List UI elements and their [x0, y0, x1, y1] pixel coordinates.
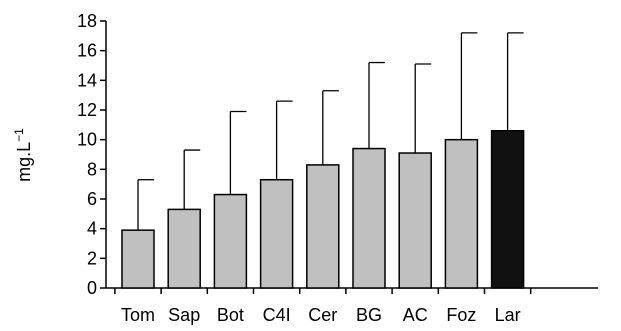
y-axis-title-exponent: −1	[12, 128, 26, 142]
y-tick-label: 2	[87, 248, 97, 268]
bar-c4i	[259, 178, 294, 289]
x-ticks	[114, 288, 532, 294]
bar-foz	[444, 138, 479, 289]
bars	[121, 130, 525, 289]
x-tick-label: Tom	[121, 305, 155, 325]
x-tick-label: Lar	[495, 305, 521, 325]
y-tick-label: 16	[77, 41, 97, 61]
y-tick-label: 18	[77, 11, 97, 31]
x-tick-label: C4I	[263, 305, 291, 325]
x-tick-label: Sap	[168, 305, 200, 325]
y-tick-label: 14	[77, 70, 97, 90]
bar-tom	[121, 229, 155, 289]
y-tick-label: 10	[77, 130, 97, 150]
x-tick-label: Cer	[308, 305, 337, 325]
y-tick-label: 6	[87, 189, 97, 209]
bar-bg	[352, 147, 386, 289]
y-axis-title-unit: mg.L	[14, 142, 34, 182]
y-tick-label: 12	[77, 100, 97, 120]
x-tick-label: Foz	[446, 305, 476, 325]
y-tick-labels: 0 2 4 6 8 10 12 14 16 18	[77, 11, 97, 298]
bar-bot	[213, 193, 248, 289]
y-tick-label: 4	[87, 219, 97, 239]
y-tick-label: 0	[87, 278, 97, 298]
bar-sap	[167, 208, 201, 289]
bar-cer	[306, 164, 340, 289]
error-bars	[137, 32, 524, 231]
x-tick-label: AC	[403, 305, 428, 325]
x-tick-label: BG	[356, 305, 382, 325]
x-tick-label: Bot	[217, 305, 244, 325]
x-tick-labels: Tom Sap Bot C4I Cer BG AC Foz Lar	[121, 305, 521, 325]
bar-ac	[398, 152, 432, 289]
y-ticks	[100, 20, 106, 289]
bar-lar	[490, 130, 525, 289]
y-tick-label: 8	[87, 159, 97, 179]
y-axis-title: mg.L−1	[12, 128, 34, 182]
